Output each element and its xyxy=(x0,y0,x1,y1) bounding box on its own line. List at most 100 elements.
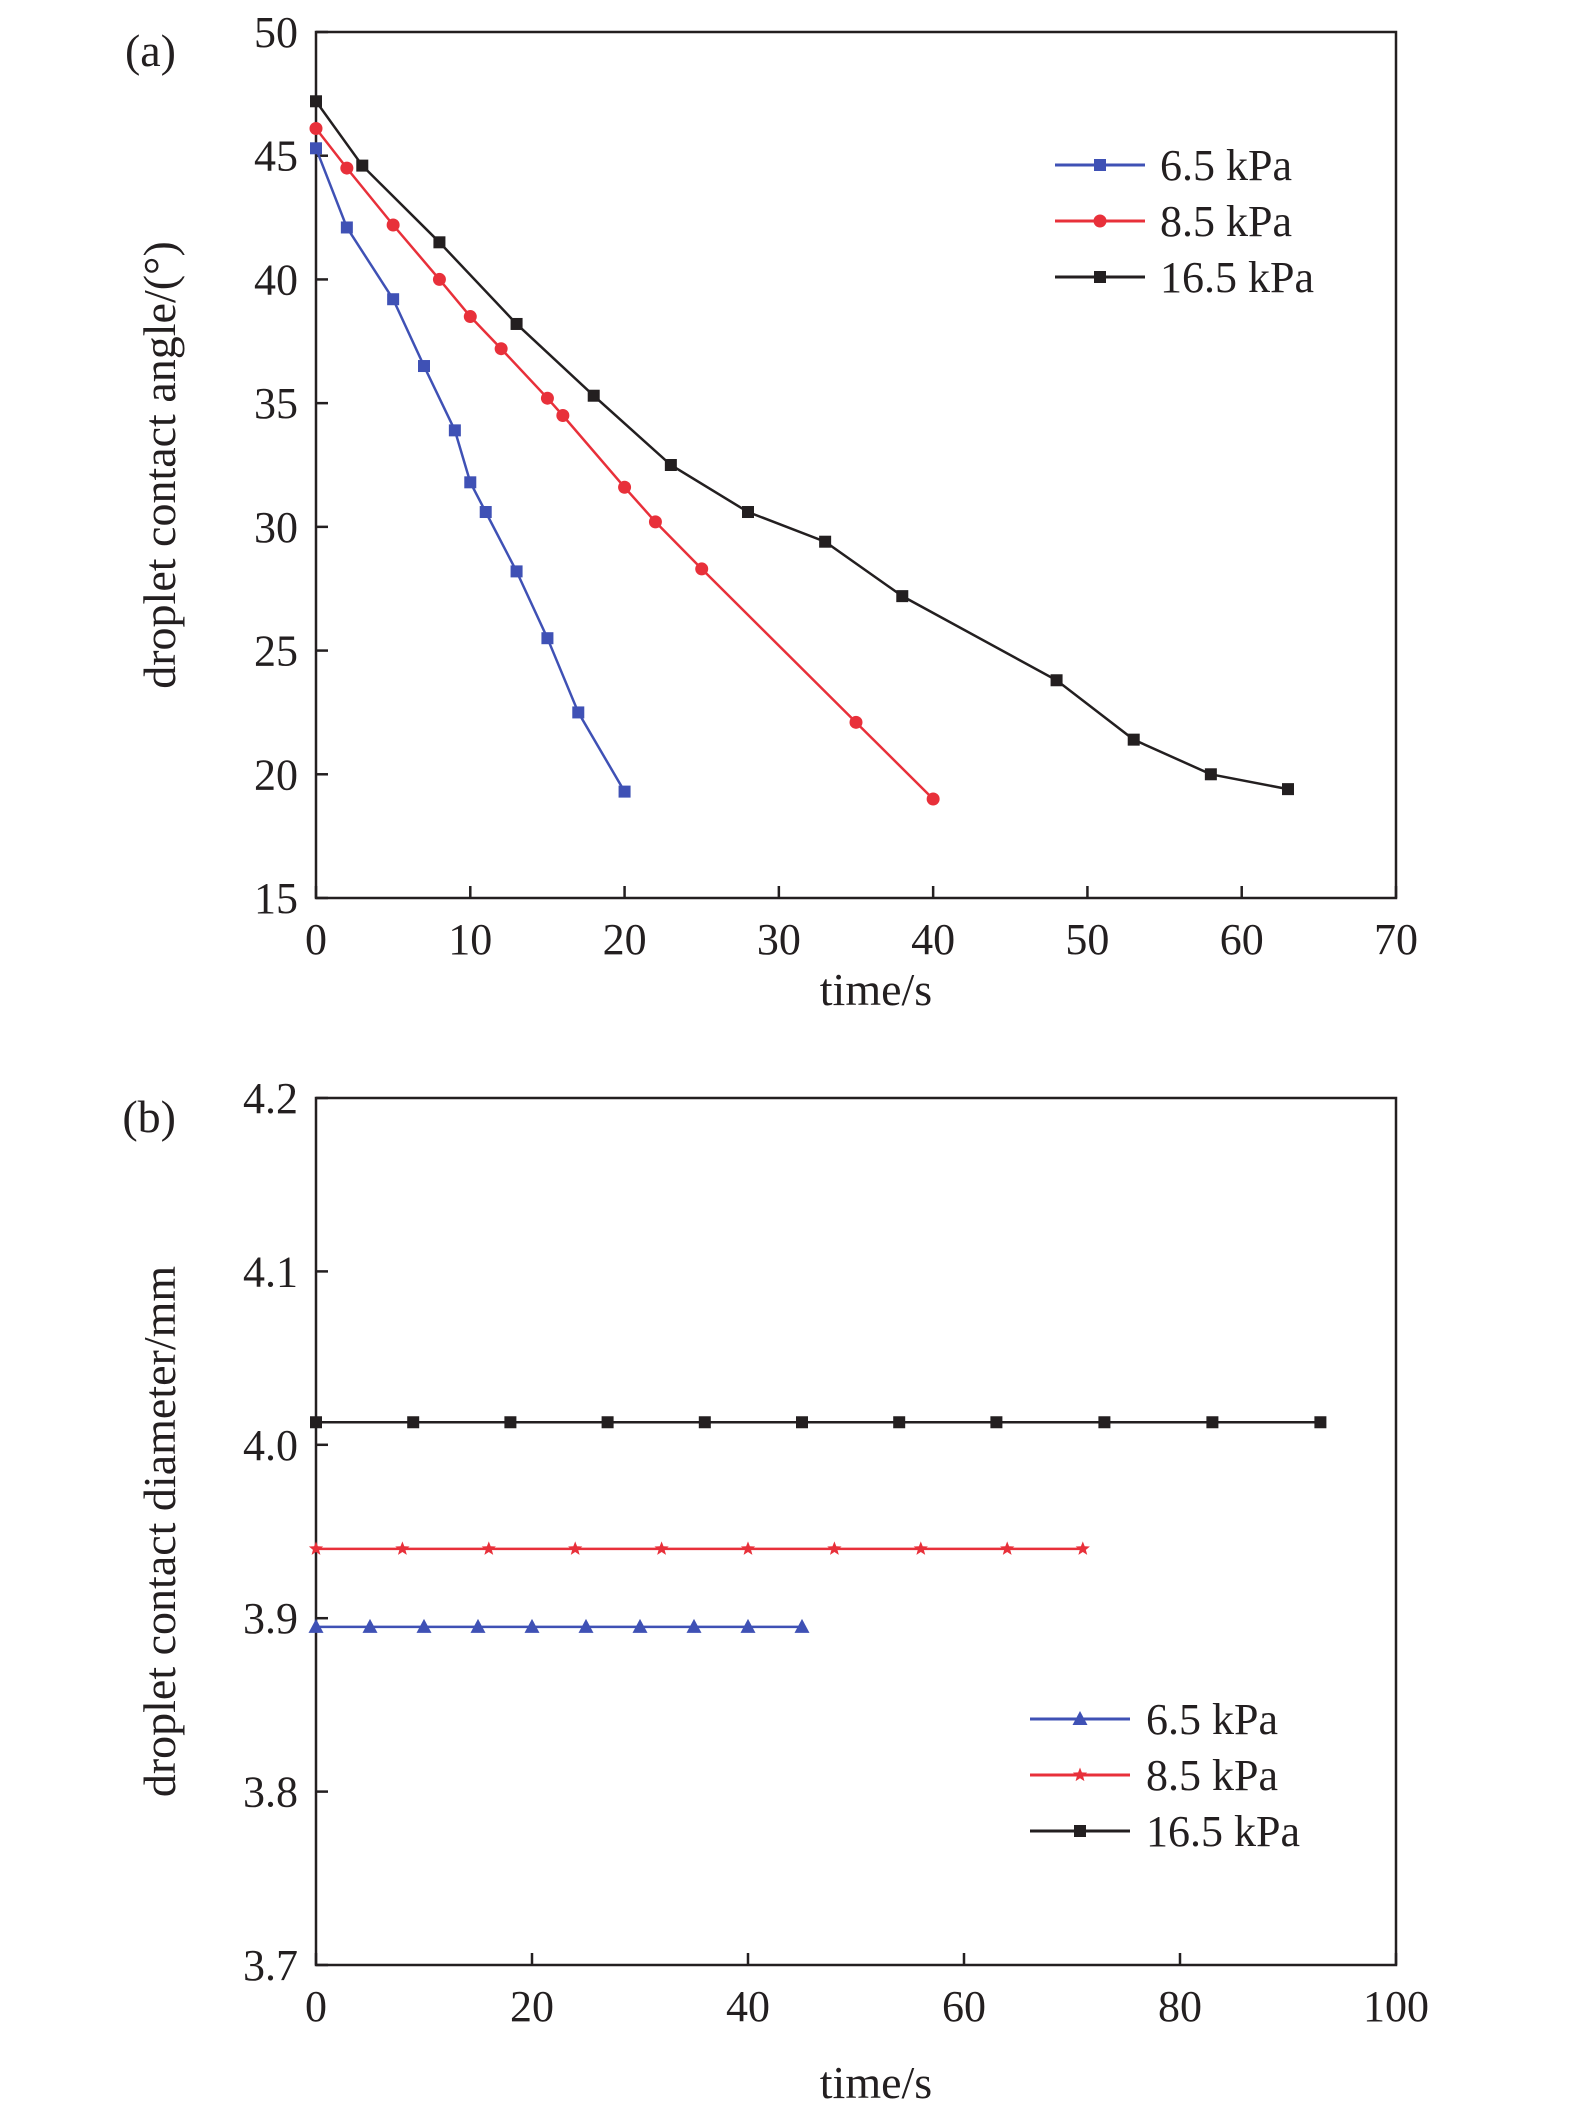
legend-label: 6.5 kPa xyxy=(1160,141,1292,190)
x-tick-label: 40 xyxy=(911,915,955,964)
x-tick-label: 30 xyxy=(757,915,801,964)
y-axis-title: droplet contact diameter/mm xyxy=(134,1266,185,1798)
data-point xyxy=(510,317,523,330)
data-point xyxy=(310,1416,322,1429)
data-point xyxy=(568,1541,583,1555)
plot-frame xyxy=(314,30,1398,900)
legend-marker xyxy=(1094,159,1106,171)
data-point xyxy=(470,1618,486,1633)
y-tick-label: 3.9 xyxy=(243,1594,298,1643)
data-point xyxy=(416,1618,432,1633)
data-point xyxy=(740,1541,756,1555)
y-tick-label: 35 xyxy=(254,379,298,428)
data-point xyxy=(1206,1416,1219,1429)
data-point xyxy=(418,360,430,373)
data-point xyxy=(1204,768,1217,781)
y-tick-label: 3.8 xyxy=(243,1768,298,1817)
x-tick-label: 60 xyxy=(942,1982,986,2031)
panel-label: (b) xyxy=(122,1091,176,1142)
series-6-5-kpa xyxy=(308,1618,810,1633)
y-tick-label: 4.0 xyxy=(243,1421,298,1470)
data-point xyxy=(618,785,631,798)
x-tick-label: 0 xyxy=(305,915,327,964)
data-point xyxy=(896,590,909,603)
data-point xyxy=(448,424,461,437)
legend-label: 6.5 kPa xyxy=(1146,1695,1278,1744)
x-tick-label: 80 xyxy=(1158,1982,1202,2031)
y-tick-label: 20 xyxy=(254,750,298,799)
data-point xyxy=(310,95,322,108)
data-point xyxy=(1050,674,1063,687)
series-line xyxy=(315,127,935,800)
data-point xyxy=(1098,1416,1111,1429)
data-point xyxy=(686,1618,702,1633)
x-tick-label: 60 xyxy=(1220,915,1264,964)
data-point xyxy=(309,121,323,135)
x-axis-title: time/s xyxy=(820,2057,932,2108)
data-point xyxy=(1314,1416,1327,1429)
y-tick-label: 30 xyxy=(254,503,298,552)
data-point xyxy=(510,565,523,578)
data-point xyxy=(541,632,554,645)
data-point xyxy=(827,1541,842,1555)
data-point xyxy=(356,159,369,172)
data-point xyxy=(387,293,400,306)
data-point xyxy=(740,1618,756,1633)
y-tick-label: 15 xyxy=(254,874,298,923)
y-tick-label: 3.7 xyxy=(243,1941,298,1990)
plot-frame xyxy=(314,1096,1398,1967)
legend-marker xyxy=(1072,1767,1088,1782)
data-point xyxy=(310,142,322,155)
legend-label: 8.5 kPa xyxy=(1160,197,1292,246)
y-axis-title: droplet contact angle/(°) xyxy=(134,241,185,689)
data-point xyxy=(698,1416,711,1429)
legend-label: 16.5 kPa xyxy=(1160,253,1314,302)
data-point xyxy=(913,1541,928,1555)
data-point xyxy=(308,1618,324,1633)
data-point xyxy=(524,1618,540,1633)
y-tick-label: 4.2 xyxy=(243,1074,298,1123)
legend-marker xyxy=(1093,214,1107,228)
panel-b-contact-diameter-chart: 0 20 40 60 80 100 3.7 3.8 3.9 4.0 4.1 4.2 time/s drop… xyxy=(122,1074,1429,2108)
data-point xyxy=(648,515,662,529)
legend-marker xyxy=(1072,1711,1088,1725)
data-point xyxy=(695,562,709,576)
data-point xyxy=(578,1618,594,1633)
data-point xyxy=(481,1541,496,1555)
data-point xyxy=(504,1416,517,1429)
series-8-5-kpa xyxy=(309,121,940,806)
x-tick-label: 20 xyxy=(603,915,647,964)
series-line xyxy=(314,147,626,793)
data-point xyxy=(849,715,863,729)
x-tick-label: 40 xyxy=(726,1982,770,2031)
x-tick-label: 70 xyxy=(1374,915,1418,964)
y-tick-label: 45 xyxy=(254,132,298,181)
legend-label: 8.5 kPa xyxy=(1146,1751,1278,1800)
data-point xyxy=(407,1416,420,1429)
data-point xyxy=(1000,1541,1015,1555)
data-point xyxy=(796,1416,808,1429)
data-point xyxy=(308,1541,324,1555)
data-point xyxy=(1075,1541,1090,1555)
panel-a-contact-angle-chart: 0 10 20 30 40 50 60 70 15 20 25 30 35 40 45 50 time/s dro… xyxy=(125,8,1418,1015)
data-point xyxy=(664,459,677,471)
data-point xyxy=(618,480,632,494)
data-point xyxy=(572,706,585,719)
data-point xyxy=(432,272,446,286)
series-line xyxy=(314,100,1289,791)
series-16-5-kpa xyxy=(310,1416,1327,1429)
data-point xyxy=(556,409,570,423)
series-8-5-kpa xyxy=(308,1541,1090,1555)
legend: 6.5 kPa 8.5 kPa 16.5 kPa xyxy=(1030,1695,1300,1856)
y-tick-label: 40 xyxy=(254,255,298,304)
y-tick-label: 4.1 xyxy=(243,1247,298,1296)
x-tick-label: 50 xyxy=(1065,915,1109,964)
y-tick-label: 25 xyxy=(254,627,298,676)
data-point xyxy=(601,1416,614,1429)
y-tick-label: 50 xyxy=(254,8,298,57)
series-16-5-kpa xyxy=(310,95,1294,796)
data-point xyxy=(386,218,400,232)
data-point xyxy=(1127,733,1140,746)
data-point xyxy=(433,236,446,249)
legend-label: 16.5 kPa xyxy=(1146,1807,1300,1856)
